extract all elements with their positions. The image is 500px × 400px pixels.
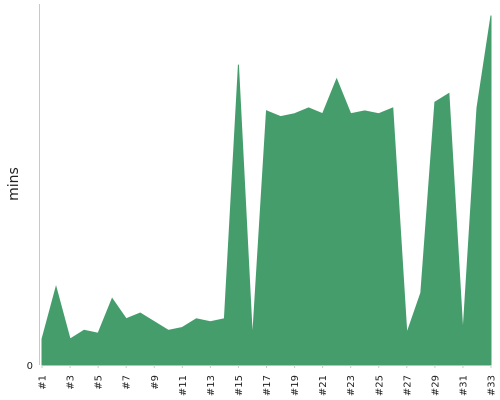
series-area	[41, 15, 492, 366]
x-tick-label: #17	[262, 375, 273, 396]
x-tick-label: #33	[487, 375, 498, 396]
y-axis-ticks: 0	[27, 361, 33, 372]
x-tick-label: #1	[38, 375, 49, 390]
x-tick-label: #23	[346, 375, 357, 396]
x-tick-label: #19	[290, 375, 301, 396]
x-tick-label: #7	[122, 375, 133, 390]
x-tick-label: #15	[234, 375, 245, 396]
y-tick-label: 0	[27, 361, 33, 372]
x-tick-label: #5	[94, 375, 105, 390]
x-tick-label: #29	[430, 375, 441, 396]
x-axis-ticks: #1 #3 #5 #7 #9 #11 #13 #15 #17 #19 #21 #23 #25 #27 #29…	[38, 365, 498, 396]
x-tick-label: #27	[402, 375, 413, 396]
x-tick-label: #9	[150, 375, 161, 390]
x-tick-label: #21	[318, 375, 329, 396]
x-tick-label: #3	[66, 375, 77, 390]
x-tick-label: #31	[458, 375, 469, 396]
x-tick-label: #13	[206, 375, 217, 396]
y-axis-title: mins	[6, 167, 22, 201]
x-tick-label: #25	[374, 375, 385, 396]
x-tick-label: #11	[178, 375, 189, 396]
